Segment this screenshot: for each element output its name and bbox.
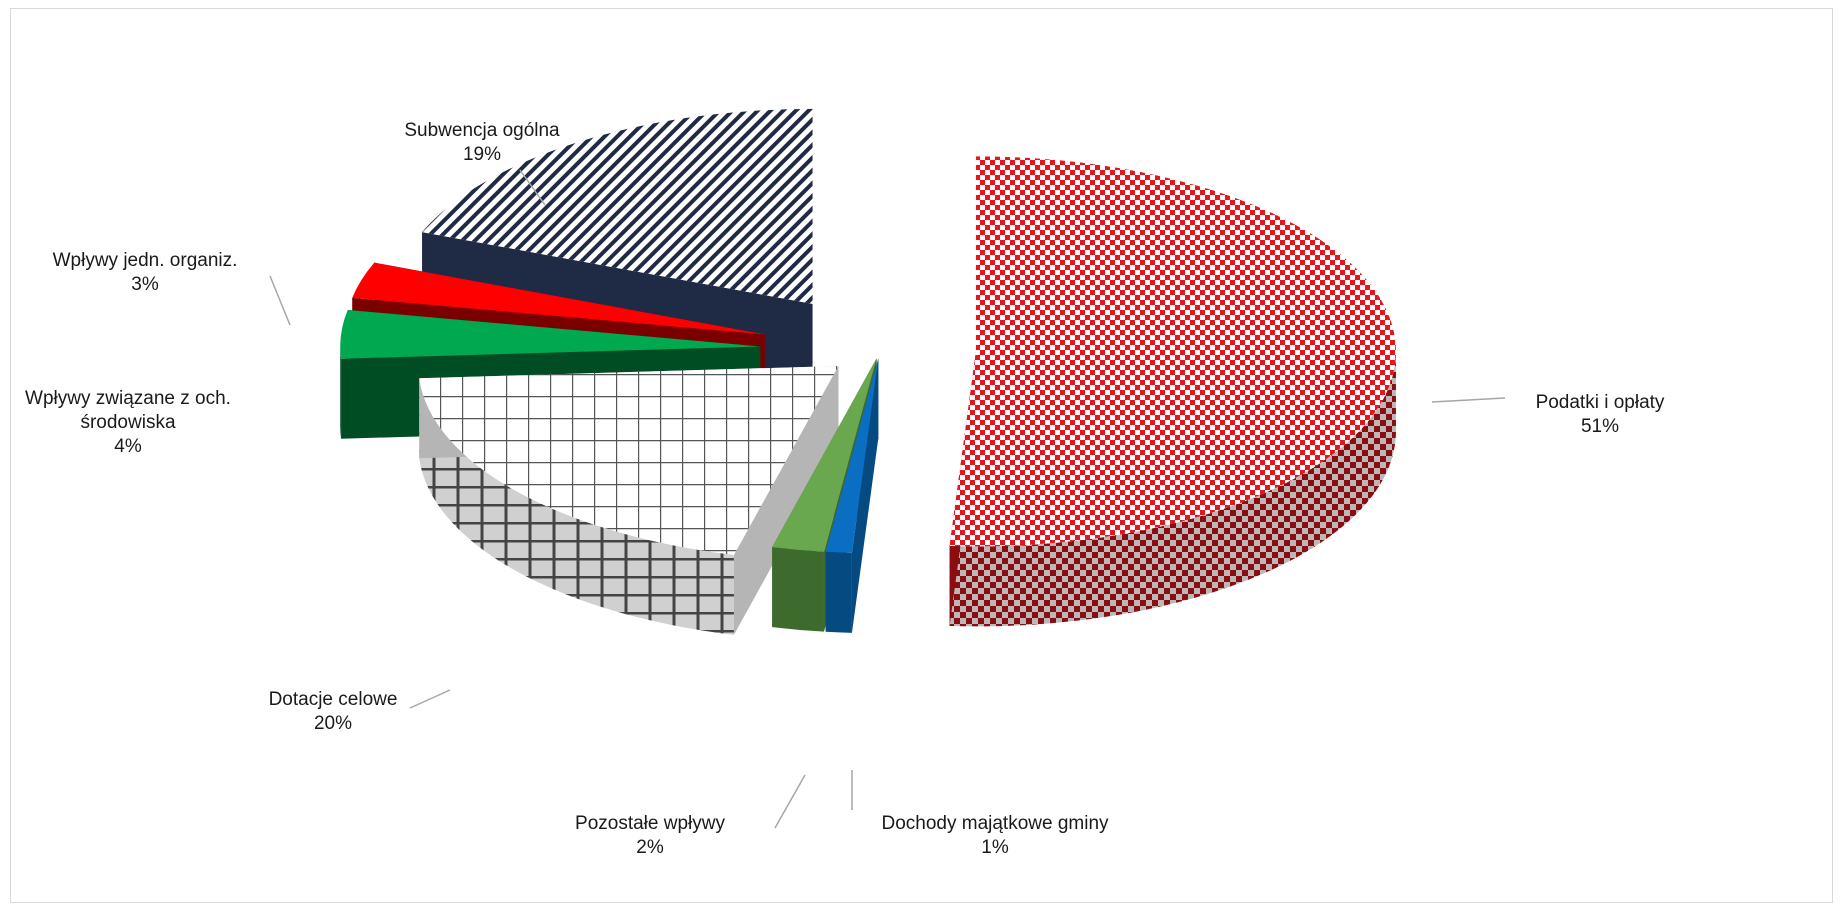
data-label-line: 1% [981, 837, 1009, 858]
data-label-pozostale-wplywy: Pozostałe wpływy 2% [575, 813, 725, 858]
data-label-line: Dotacje celowe [269, 689, 398, 710]
data-label-podatki-i-oplaty: Podatki i opłaty 51% [1536, 392, 1665, 437]
pie-slice-top-dotacje-celowe [419, 365, 839, 555]
pie-slice-top-wplywy-jedn-organiz [352, 262, 765, 335]
pie-slice-side-podatki-i-oplaty [949, 351, 1396, 627]
pie-slice-top-pozostale-wplywy [772, 358, 877, 552]
leader-line-subwencja-ogolna [519, 169, 546, 206]
pie-slice-top-podatki-i-oplaty [949, 156, 1396, 547]
pie-slice-dochody-majatkowe-gminy [825, 358, 879, 633]
chart-frame [10, 8, 1833, 903]
pie-slice-top-subwencja-ogolna [422, 108, 813, 304]
data-label-dotacje-celowe: Dotacje celowe 20% [269, 689, 398, 734]
data-label-dochody-majatkowe-gminy: Dochody majątkowe gminy 1% [881, 813, 1109, 858]
data-label-subwencja-ogolna: Subwencja ogólna 19% [404, 120, 560, 165]
pie-slice-side-wplywy-zwiazane-z-och-srodowiska [340, 346, 342, 439]
pie-slice-side-dotacje-celowe [419, 378, 734, 635]
leader-line-pozostale-wplywy [774, 774, 806, 829]
data-label-line: 4% [114, 436, 142, 457]
data-label-line: środowiska [80, 412, 175, 433]
data-label-line: 3% [131, 274, 159, 295]
data-label-line: Pozostałe wpływy [575, 813, 725, 834]
leader-line-podatki-i-oplaty [1431, 397, 1506, 403]
data-label-line: Podatki i opłaty [1536, 392, 1665, 413]
pie-slice-podatki-i-oplaty [949, 156, 1396, 627]
data-label-line: Subwencja ogólna [404, 120, 560, 141]
data-label-line: Wpływy jedn. organiz. [53, 250, 238, 271]
data-label-wplywy-zwiazane-z-och-srodowiska: Wpływy związane z och. środowiska 4% [25, 388, 231, 457]
pie-slice-top-wplywy-zwiazane-z-och-srodowiska [340, 309, 761, 359]
pie-slice-top-dochody-majatkowe-gminy [825, 358, 879, 553]
data-label-wplywy-jedn-organiz: Wpływy jedn. organiz. 3% [53, 250, 238, 295]
data-label-line: Dochody majątkowe gminy [881, 813, 1109, 834]
data-label-line: Wpływy związane z och. [25, 388, 231, 409]
data-label-line: 51% [1581, 416, 1619, 437]
pie-slice-dotacje-celowe [419, 365, 839, 635]
data-label-line: 2% [636, 837, 664, 858]
data-label-line: 20% [314, 713, 352, 734]
leader-line-dotacje-celowe [409, 689, 451, 709]
data-label-line: 19% [463, 144, 501, 165]
leader-line-wplywy-jedn-organiz [269, 275, 291, 326]
